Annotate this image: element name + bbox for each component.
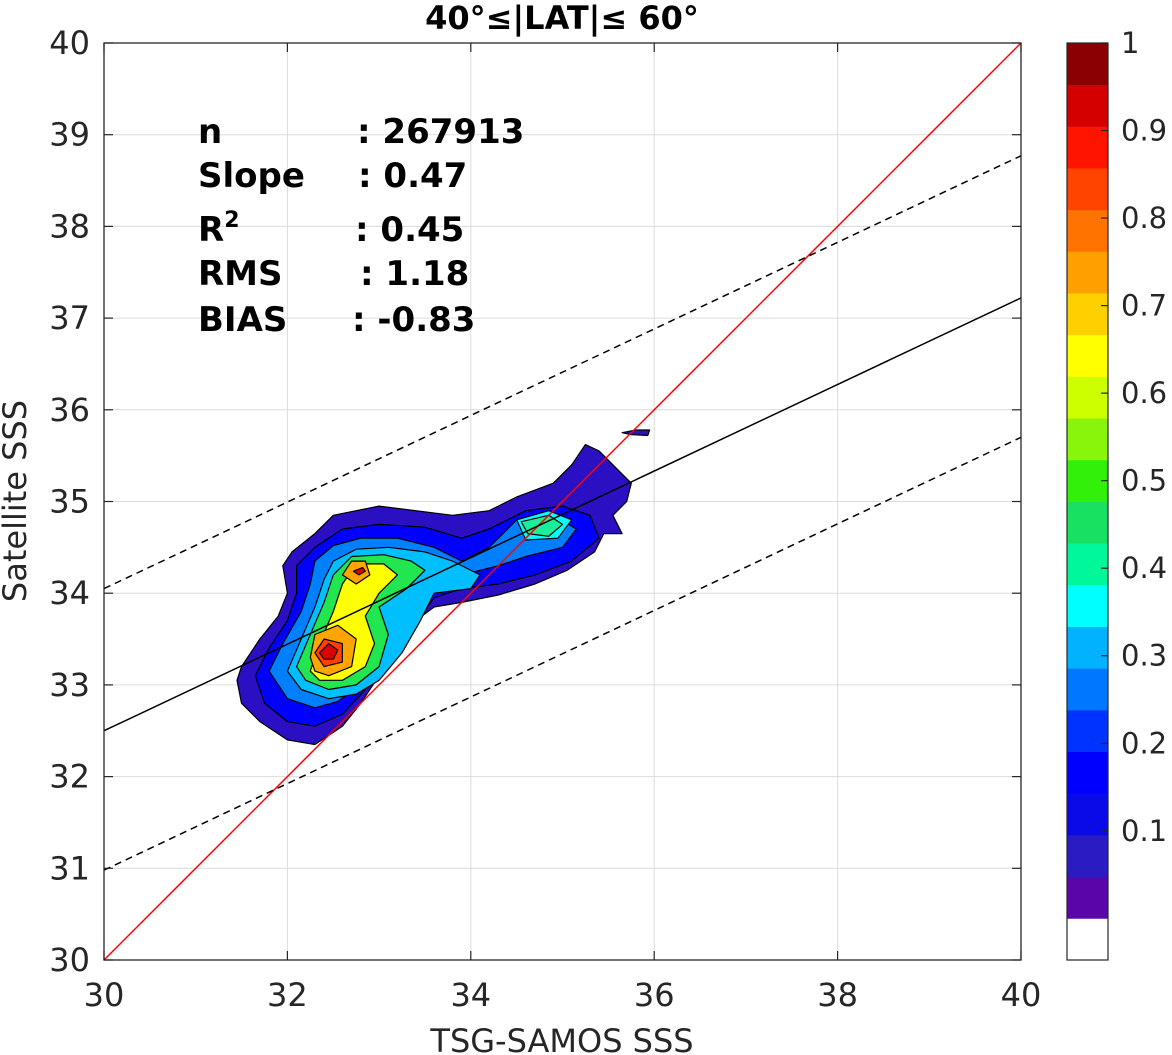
- colorbar-band: [1067, 334, 1108, 377]
- y-tick-label: 40: [49, 24, 90, 62]
- colorbar-band: [1067, 918, 1108, 961]
- colorbar-tick-label: 0.5: [1121, 464, 1167, 498]
- stat-value: : 0.47: [358, 156, 467, 196]
- y-tick-label: 35: [49, 483, 90, 521]
- colorbar-band: [1067, 376, 1108, 419]
- colorbar-band: [1067, 709, 1108, 752]
- grid: [103, 42, 1022, 961]
- y-tick-label: 33: [49, 666, 90, 704]
- stat-label: RMS: [198, 254, 283, 294]
- density-contour: [318, 642, 339, 660]
- plot-area: 30 32 34 36 38 40 30 31 32 33 34 35 36 37 38 39 40: [49, 24, 1041, 1014]
- y-tick-label: 38: [49, 207, 90, 245]
- colorbar-band: [1067, 584, 1108, 627]
- line-fit: [104, 297, 1021, 732]
- colorbar-tick-label: 0.7: [1121, 289, 1167, 323]
- x-tick-label: 32: [267, 976, 308, 1014]
- stat-label: Slope: [198, 156, 305, 196]
- colorbar-band: [1067, 418, 1108, 461]
- colorbar-tick-label: 0.8: [1121, 201, 1167, 235]
- y-tick-label: 31: [49, 849, 90, 887]
- colorbar-band: [1067, 251, 1108, 294]
- axis-ticks: 30 32 34 36 38 40 30 31 32 33 34 35 36 37 38 39 40: [49, 24, 1041, 1014]
- colorbar-band: [1067, 84, 1108, 127]
- stat-label: BIAS: [198, 300, 287, 340]
- reference-lines: [104, 43, 1021, 960]
- line-1-1: [104, 43, 1021, 960]
- chart-title: 40°≤|LAT|≤ 60°: [425, 0, 699, 38]
- stat-value: : 267913: [357, 112, 524, 152]
- colorbar-tick-label: 0.3: [1121, 639, 1167, 673]
- colorbar-band: [1067, 751, 1108, 794]
- colorbar-tick-label: 0.6: [1121, 376, 1167, 410]
- y-tick-label: 36: [49, 391, 90, 429]
- x-tick-label: 36: [634, 976, 675, 1014]
- colorbar-band: [1067, 834, 1108, 878]
- colorbar-band: [1067, 626, 1108, 669]
- stat-label: n: [198, 112, 222, 152]
- stat-value: : 0.45: [355, 210, 464, 250]
- x-tick-label: 30: [84, 976, 125, 1014]
- x-tick-label: 38: [817, 976, 858, 1014]
- colorbar: 0.1 0.2 0.3 0.4 0.5 0.6 0.7 0.8 0.9 1: [1066, 26, 1167, 961]
- x-axis-label: TSG-SAMOS SSS: [429, 1022, 693, 1055]
- density-contour: [352, 566, 366, 576]
- y-tick-label: 37: [49, 299, 90, 337]
- colorbar-band: [1067, 293, 1108, 336]
- stat-value: : -0.83: [352, 300, 475, 340]
- x-tick-label: 34: [450, 976, 491, 1014]
- density-contours: [236, 429, 651, 746]
- x-tick-label: 40: [1001, 976, 1042, 1014]
- colorbar-band: [1067, 168, 1108, 211]
- y-tick-label: 39: [49, 116, 90, 154]
- stat-label-superscript: 2: [224, 208, 239, 233]
- y-tick-label: 34: [49, 574, 90, 612]
- colorbar-band: [1067, 543, 1108, 586]
- y-tick-label: 32: [49, 758, 90, 796]
- line-fit: [104, 436, 1021, 871]
- colorbar-band: [1067, 668, 1108, 711]
- stat-value: : 1.18: [360, 254, 469, 294]
- colorbar-band: [1067, 501, 1108, 544]
- colorbar-band: [1067, 793, 1108, 836]
- colorbar-tick-label: 0.2: [1121, 726, 1167, 760]
- colorbar-frame: [1066, 42, 1109, 961]
- colorbar-band: [1067, 876, 1108, 919]
- colorbar-band: [1067, 209, 1108, 252]
- colorbar-tick-label: 0.9: [1121, 114, 1167, 148]
- colorbar-tick-label: 0.4: [1121, 551, 1167, 585]
- y-tick-label: 30: [49, 941, 90, 979]
- colorbar-band: [1067, 126, 1108, 169]
- y-axis-label: Satellite SSS: [0, 400, 34, 602]
- colorbar-band: [1067, 43, 1108, 86]
- colorbar-tick-label: 1: [1121, 26, 1139, 60]
- colorbar-tick-label: 0.1: [1121, 814, 1167, 848]
- line-fit: [104, 155, 1021, 590]
